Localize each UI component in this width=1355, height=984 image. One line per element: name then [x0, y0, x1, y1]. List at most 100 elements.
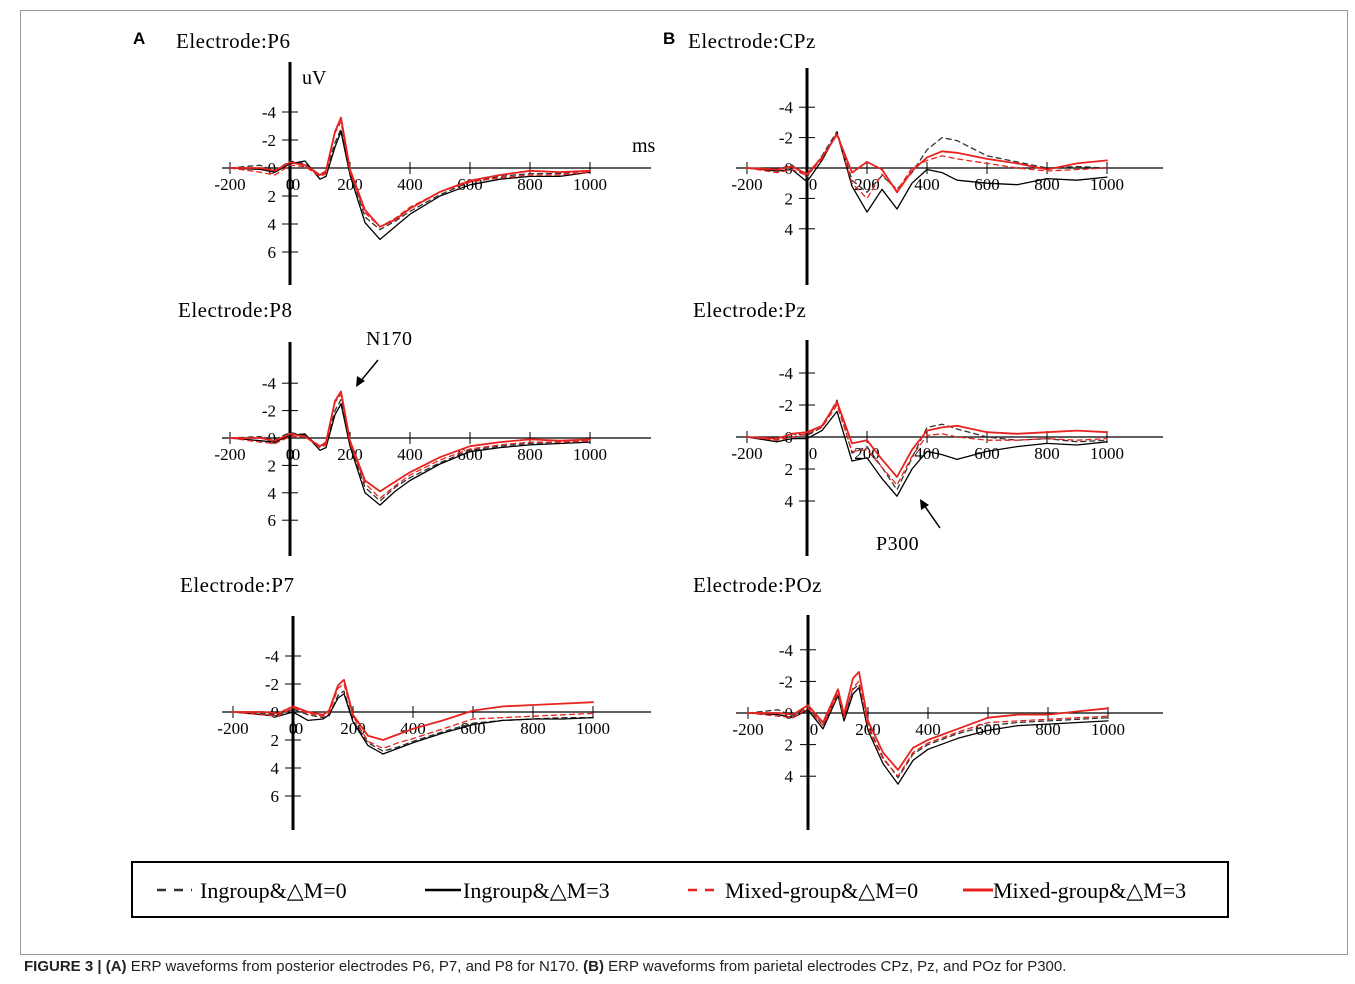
series-line-3 [229, 390, 591, 493]
y-tick-label: -2 [265, 675, 279, 694]
series-line-3 [229, 116, 591, 228]
y-tick-label: 2 [268, 456, 277, 475]
y-tick-label: -4 [262, 374, 277, 393]
y-tick-label: 0 [785, 159, 794, 178]
y-tick-label: -4 [779, 98, 794, 117]
x-tick-label: 600 [974, 175, 1000, 194]
x-tick-label: 800 [520, 719, 546, 738]
x-tick-label: 800 [1034, 444, 1060, 463]
y-axis-unit: uV [302, 67, 327, 89]
legend-label-3: Mixed-group&△M=3 [993, 878, 1186, 903]
x-tick-label: 800 [1035, 720, 1061, 739]
caption-label: FIGURE 3 | [24, 958, 102, 975]
legend-label-1: Ingroup&△M=3 [463, 878, 610, 903]
y-tick-label: 4 [785, 767, 794, 786]
series-line-2 [229, 121, 591, 228]
figure-frame [20, 10, 1348, 955]
y-tick-label: 2 [268, 187, 277, 206]
x-axis-unit: ms [632, 135, 656, 157]
chart-title: Electrode:POz [693, 573, 822, 597]
x-tick-label: 800 [517, 445, 543, 464]
y-tick-label: 4 [271, 759, 280, 778]
x-tick-label: 0 [809, 444, 818, 463]
series-line-0 [229, 128, 591, 231]
y-tick-label: -2 [779, 396, 793, 415]
x-tick-label: 0 [292, 445, 301, 464]
y-tick-label: 0 [785, 428, 794, 447]
y-tick-label: 6 [268, 511, 277, 530]
annotation-arrow [923, 504, 941, 529]
series-line-1 [746, 132, 1108, 213]
series-line-2 [229, 393, 591, 499]
chart-panel-3: Electrode:CPz-200 200 400 600 800 10000-4-202… [688, 29, 1163, 285]
series-line-0 [746, 130, 1108, 193]
series-line-2 [746, 404, 1108, 486]
chart-panel-2: Electrode:P7-200 0 200 400 600 800 10000-4-202… [180, 573, 651, 830]
erp-figure: Electrode:P6-200 0 200 400 600 800 10000-4-202… [131, 29, 1229, 918]
legend-label-0: Ingroup&△M=0 [200, 878, 347, 903]
series-line-3 [746, 400, 1108, 478]
x-tick-label: 800 [1034, 175, 1060, 194]
y-tick-label: 2 [785, 460, 794, 479]
x-tick-label: -200 [214, 175, 245, 194]
y-tick-label: -2 [262, 402, 276, 421]
panel-letter-a: A [133, 29, 145, 48]
y-tick-label: 4 [268, 215, 277, 234]
y-tick-label: 6 [268, 243, 277, 262]
y-tick-label: 2 [785, 189, 794, 208]
y-tick-label: 0 [268, 159, 277, 178]
x-tick-label: 0 [286, 445, 295, 464]
chart-panel-0: Electrode:P6-200 0 200 400 600 800 10000-4-202… [176, 29, 656, 285]
x-tick-label: 0 [292, 175, 301, 194]
y-tick-label: -4 [779, 364, 794, 383]
annotation-arrowhead [356, 376, 365, 387]
x-tick-label: 0 [295, 719, 304, 738]
y-tick-label: -4 [265, 647, 280, 666]
chart-title: Electrode:CPz [688, 29, 816, 53]
chart-title: Electrode:P6 [176, 29, 290, 53]
chart-title: Electrode:P8 [178, 298, 292, 322]
y-tick-label: -2 [262, 131, 276, 150]
chart-title: Electrode:P7 [180, 573, 294, 597]
legend: Ingroup&△M=0 Ingroup&△M=3 Mixed-group&△M=0… [131, 861, 1229, 918]
x-tick-label: 1000 [1091, 720, 1125, 739]
annotation-p300: P300 [876, 533, 919, 555]
y-tick-label: 2 [271, 731, 280, 750]
y-tick-label: -2 [779, 672, 793, 691]
chart-panel-4: Electrode:Pz-200 200 400 600 800 10000-4-2024… [693, 298, 1163, 556]
x-tick-label: 600 [974, 444, 1000, 463]
x-tick-label: -200 [731, 175, 762, 194]
y-tick-label: -2 [779, 129, 793, 148]
x-tick-label: 1000 [1090, 175, 1124, 194]
x-tick-label: 1000 [576, 719, 610, 738]
x-tick-label: -200 [731, 444, 762, 463]
x-tick-label: 0 [286, 175, 295, 194]
y-tick-label: 0 [268, 429, 277, 448]
series-line-0 [747, 683, 1109, 779]
annotation-n170: N170 [366, 328, 412, 350]
y-tick-label: 4 [785, 220, 794, 239]
x-tick-label: 0 [809, 175, 818, 194]
x-tick-label: 800 [517, 175, 543, 194]
y-tick-label: -4 [262, 103, 277, 122]
y-tick-label: -4 [779, 641, 794, 660]
x-tick-label: 1000 [1090, 444, 1124, 463]
caption-part-a-letter: (A) [105, 958, 127, 975]
x-tick-label: -200 [732, 720, 763, 739]
x-tick-label: 400 [397, 175, 423, 194]
series-line-0 [746, 399, 1108, 491]
x-tick-label: -200 [214, 445, 245, 464]
y-tick-label: 6 [271, 787, 280, 806]
series-line-3 [746, 133, 1108, 194]
caption-part-a-text: ERP waveforms from posterior electrodes … [126, 958, 584, 975]
legend-label-2: Mixed-group&△M=0 [725, 878, 918, 903]
caption-part-b-text: ERP waveforms from parietal electrodes C… [603, 958, 1067, 975]
x-tick-label: 200 [854, 175, 880, 194]
series-line-0 [232, 690, 594, 752]
annotation-arrowhead [920, 499, 929, 510]
series-line-3 [747, 671, 1109, 771]
series-line-1 [746, 410, 1108, 497]
x-tick-label: 400 [915, 720, 941, 739]
series-line-0 [229, 398, 591, 502]
series-line-3 [232, 678, 594, 741]
